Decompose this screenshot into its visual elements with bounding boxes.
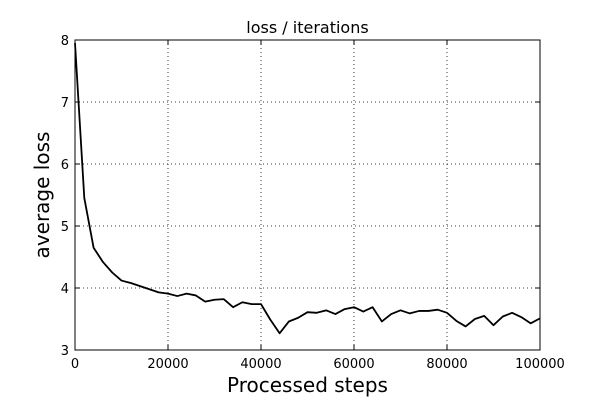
chart-title: loss / iterations	[246, 18, 368, 37]
y-tick-label: 3	[61, 344, 69, 359]
x-tick-label: 20000	[147, 357, 188, 372]
grid-lines	[75, 40, 540, 350]
y-tick-label: 8	[61, 34, 69, 49]
y-tick-label: 5	[61, 220, 69, 235]
x-tick-label: 80000	[426, 357, 467, 372]
y-tick-label: 7	[61, 96, 69, 111]
x-axis-label: Processed steps	[227, 373, 388, 397]
y-tick-label: 4	[61, 282, 69, 297]
series-layer	[74, 43, 541, 335]
loss-series-line	[74, 43, 541, 335]
y-axis-label: average loss	[30, 132, 54, 259]
y-tick-label: 6	[61, 158, 69, 173]
axis-ticks: 0 20000 40000 60000 80000 100000 3 4 5 6 7 8	[61, 34, 565, 372]
x-tick-label: 40000	[240, 357, 281, 372]
x-tick-label: 100000	[515, 357, 565, 372]
x-tick-label: 60000	[333, 357, 374, 372]
plot-frame	[74, 39, 541, 351]
x-tick-label: 0	[71, 357, 79, 372]
